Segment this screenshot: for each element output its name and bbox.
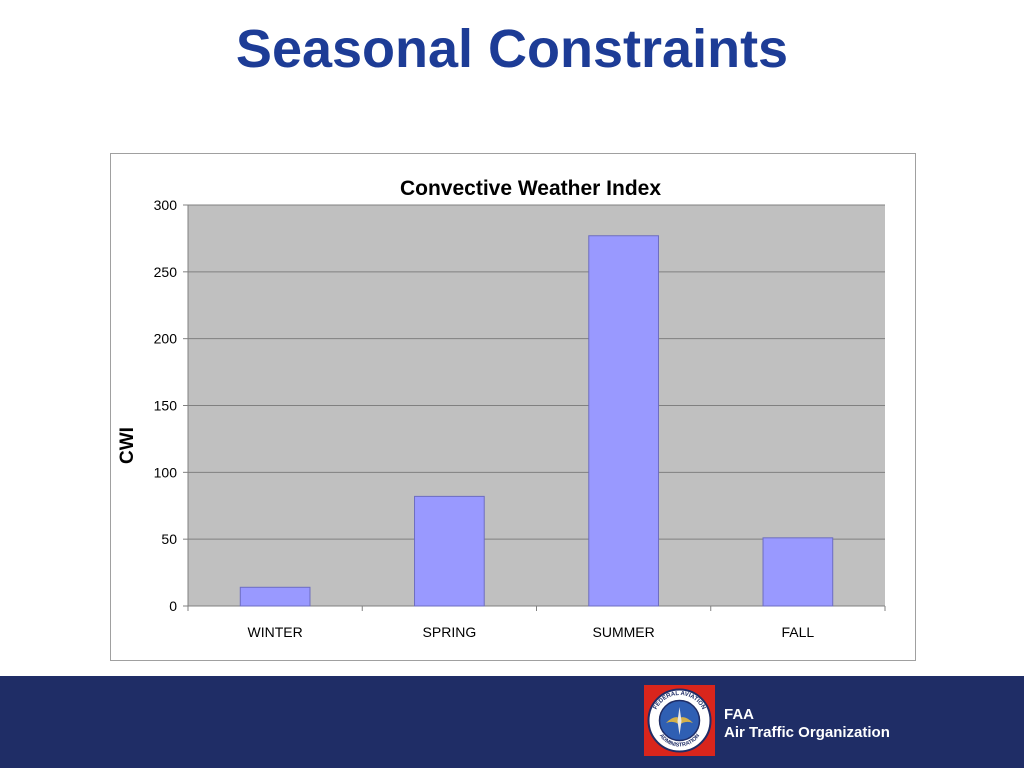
chart-title: Convective Weather Index — [400, 177, 661, 200]
footer-org: FAA Air Traffic Organization — [724, 706, 890, 742]
bar-winter — [239, 586, 311, 607]
bar-chart: 0 50 100 150 200 250 300 WINTER SPRING SUMMER FALL… — [117, 177, 886, 640]
y-tick-label: 200 — [154, 331, 178, 347]
y-tick-label: 50 — [161, 531, 177, 547]
y-tick-label: 250 — [154, 264, 178, 280]
y-tick-label: 300 — [154, 197, 178, 213]
y-tick-label: 100 — [154, 464, 178, 480]
footer-org-line1: FAA — [724, 706, 754, 723]
slide-title: Seasonal Constraints — [235, 19, 789, 79]
x-tick-label: SPRING — [423, 624, 477, 640]
bar-summer — [588, 235, 659, 607]
faa-seal-logo: FEDERAL AVIATION ADMINISTRATION — [644, 685, 715, 756]
y-tick-label: 150 — [154, 398, 178, 414]
footer-org-line2: Air Traffic Organization — [724, 724, 890, 741]
x-tick-label: WINTER — [248, 624, 303, 640]
y-axis-label: CWI — [117, 427, 138, 464]
chart-area: 0 50 100 150 200 250 300 WINTER SPRING SUMMER FALL… — [110, 153, 916, 661]
y-tick-label: 0 — [169, 598, 177, 614]
x-tick-label: FALL — [782, 624, 815, 640]
footer-bar — [0, 676, 1024, 768]
bar-fall — [762, 537, 834, 607]
bar-spring — [414, 495, 485, 607]
x-tick-label: SUMMER — [593, 624, 655, 640]
